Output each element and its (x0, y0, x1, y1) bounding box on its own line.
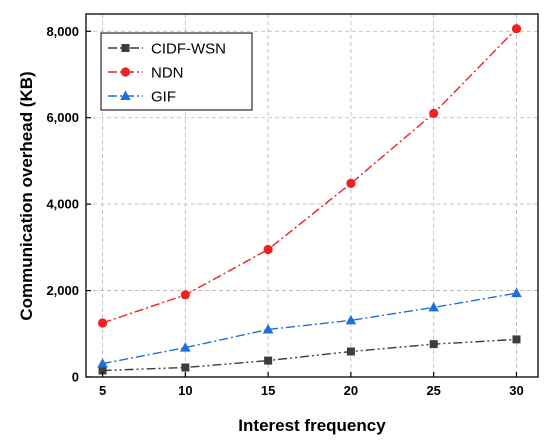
y-tick-label: 4,000 (46, 197, 79, 212)
y-tick-label: 6,000 (46, 110, 79, 125)
legend-entry-gif: GIF (108, 89, 176, 106)
x-tick-label: 15 (261, 383, 275, 398)
legend-label: CIDF-WSN (151, 41, 226, 58)
legend-label: NDN (151, 65, 184, 82)
ticks-layer: 5 10 15 20 25 30 0 2,000 4,000 6,000 8,000 (46, 24, 523, 398)
legend-entry-ndn: NDN (108, 65, 184, 82)
data-point-ndn (263, 244, 273, 255)
data-point-gif (428, 301, 439, 312)
series-line-cidf-wsn (102, 338, 517, 372)
legend-label: GIF (151, 89, 176, 106)
x-tick-label: 5 (99, 383, 106, 398)
series-cidf-wsn (98, 335, 521, 375)
x-tick-label: 25 (426, 383, 440, 398)
series-ndn (97, 24, 522, 328)
legend-marker (120, 90, 131, 100)
legend-marker (120, 67, 131, 77)
data-point-ndn (429, 108, 439, 118)
series-layer (97, 24, 522, 375)
x-axis-title: Interest frequency (238, 416, 386, 435)
data-point-gif (262, 323, 274, 334)
data-point-ndn (346, 178, 356, 188)
data-point-gif (97, 358, 108, 368)
data-point-cidf-wsn (346, 347, 355, 356)
plot-frame (85, 13, 539, 378)
data-point-cidf-wsn (98, 366, 107, 375)
legend-marker (121, 44, 130, 52)
y-tick-label: 0 (72, 370, 79, 385)
y-tick-label: 2,000 (46, 283, 79, 298)
data-point-gif (180, 342, 191, 352)
series-line-ndn (102, 28, 517, 324)
data-point-ndn (180, 290, 190, 300)
data-point-gif (345, 314, 357, 325)
y-axis-title: Communication overhead (KB) (17, 71, 36, 320)
data-point-cidf-wsn (264, 356, 273, 365)
data-point-gif (511, 287, 522, 298)
x-tick-label: 20 (344, 383, 358, 398)
x-tick-label: 10 (178, 383, 192, 398)
legend-entry-cidf-wsn: CIDF-WSN (108, 41, 226, 58)
series-line-gif (102, 292, 517, 365)
x-tick-label: 30 (509, 383, 523, 398)
data-point-ndn (97, 318, 108, 328)
legend: CIDF-WSN NDN GIF (100, 32, 253, 111)
y-tick-label: 8,000 (46, 24, 79, 39)
data-point-ndn (511, 24, 522, 34)
data-point-cidf-wsn (181, 363, 190, 372)
data-point-cidf-wsn (512, 335, 521, 344)
series-gif (97, 287, 522, 368)
data-point-cidf-wsn (429, 340, 438, 349)
